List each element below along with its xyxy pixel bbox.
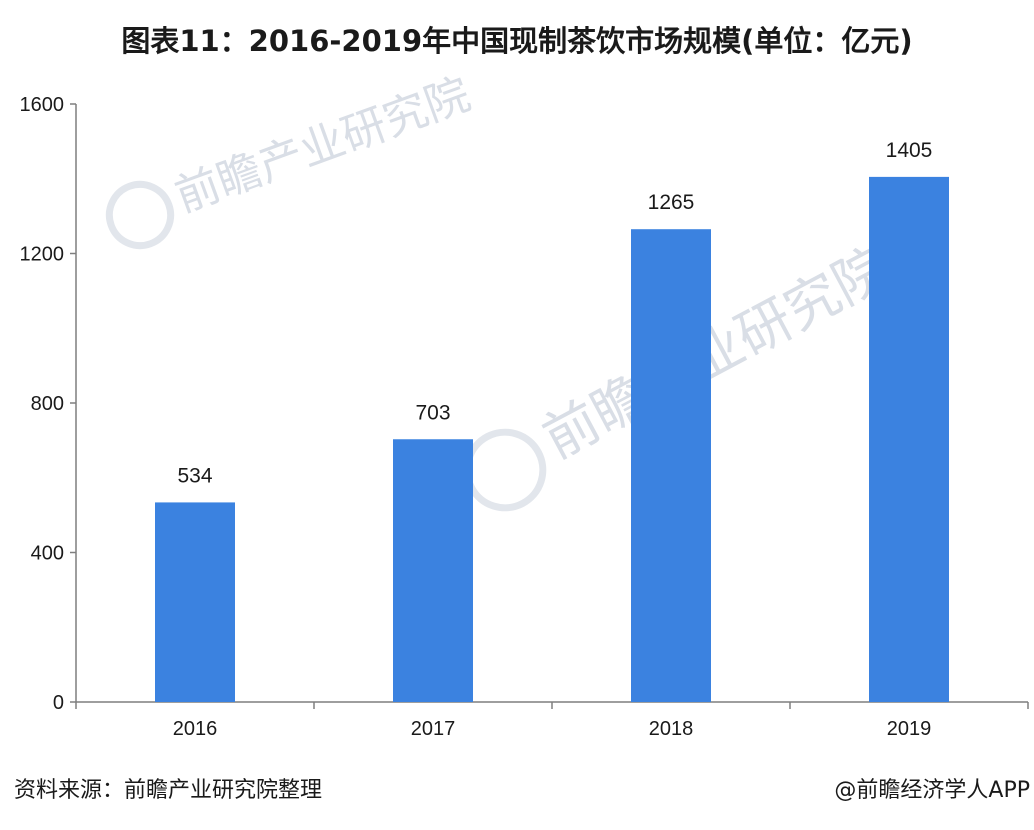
- y-tick-label: 800: [31, 393, 64, 415]
- bars: [155, 176, 949, 703]
- qianzhan-logo-icon: [105, 180, 175, 250]
- data-label-2017: 703: [415, 401, 450, 424]
- bar-2017: [393, 439, 473, 702]
- chart-title: 图表11：2016-2019年中国现制茶饮市场规模(单位：亿元): [121, 24, 913, 58]
- y-tick-label: 0: [53, 692, 64, 714]
- x-tick-label-2016: 2016: [173, 718, 218, 740]
- data-label-2016: 534: [177, 464, 212, 487]
- bar-2019: [869, 176, 949, 703]
- watermark-text: 前瞻产业研究院: [169, 69, 477, 223]
- x-tick-label-2019: 2019: [887, 718, 932, 740]
- watermark-text: 前瞻产业研究院: [532, 235, 899, 471]
- data-label-2018: 1265: [648, 191, 695, 214]
- credit-note: @前瞻经济学人APP: [834, 778, 1030, 803]
- x-tick-label-2017: 2017: [411, 718, 456, 740]
- data-label-2019: 1405: [886, 139, 933, 162]
- watermark: 前瞻产业研究院: [105, 69, 477, 250]
- y-tick-label: 400: [31, 543, 64, 565]
- y-tick-label: 1200: [20, 244, 65, 266]
- bar-2016: [155, 502, 235, 702]
- x-tick-label-2018: 2018: [649, 718, 694, 740]
- y-tick-label: 1600: [20, 94, 65, 116]
- bar-2018: [631, 229, 711, 703]
- source-note: 资料来源：前瞻产业研究院整理: [14, 778, 323, 803]
- labels: 534 2016 703 2017 1265 2018 1405 2019: [173, 139, 933, 740]
